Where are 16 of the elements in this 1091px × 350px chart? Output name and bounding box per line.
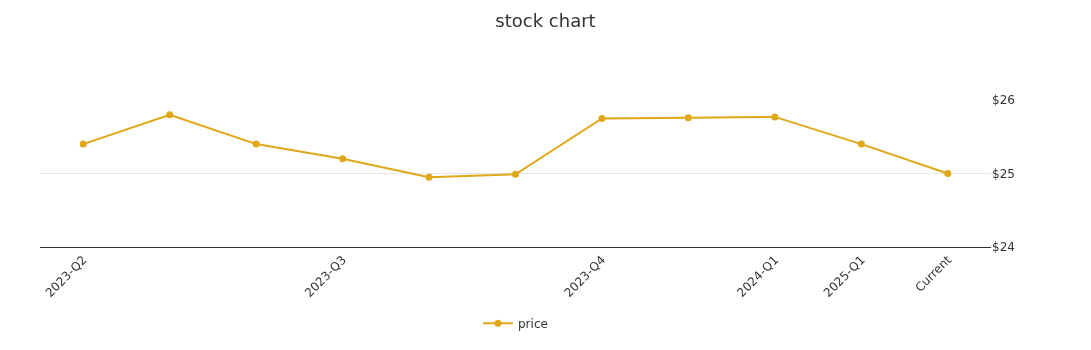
point bbox=[512, 170, 519, 178]
y-tick-label: $26 bbox=[992, 93, 1015, 108]
y-tick-label: $25 bbox=[992, 166, 1015, 181]
y-tick-label: $24 bbox=[992, 240, 1015, 255]
point bbox=[252, 140, 260, 148]
point bbox=[684, 114, 692, 122]
point bbox=[944, 170, 952, 177]
point bbox=[857, 140, 865, 148]
point bbox=[166, 111, 174, 119]
point bbox=[425, 173, 433, 181]
chart-title: stock chart bbox=[495, 9, 596, 31]
point bbox=[79, 140, 87, 148]
point bbox=[771, 113, 779, 121]
legend-label: price bbox=[518, 316, 548, 331]
point bbox=[598, 114, 606, 122]
point bbox=[339, 155, 347, 163]
